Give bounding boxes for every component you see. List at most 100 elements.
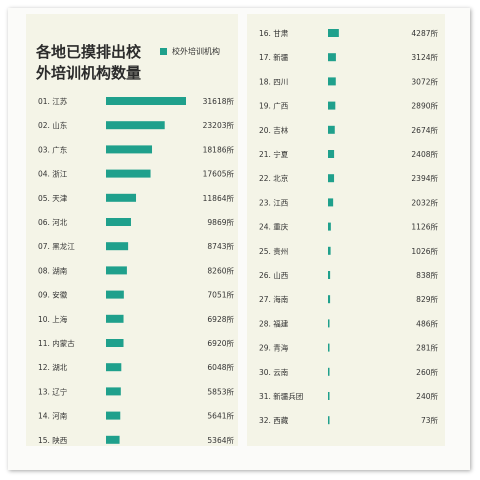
row-label: 19. 广西 bbox=[259, 101, 289, 111]
value-label: 240所 bbox=[416, 391, 438, 401]
bar bbox=[106, 193, 137, 202]
row-label: 28. 福建 bbox=[259, 318, 289, 328]
bar bbox=[328, 295, 331, 304]
value-label: 11864所 bbox=[203, 193, 235, 203]
bar bbox=[328, 222, 331, 231]
value-label: 2032所 bbox=[411, 197, 438, 207]
value-label: 6928所 bbox=[207, 314, 234, 324]
value-label: 1126所 bbox=[411, 222, 438, 232]
row-label: 30. 云南 bbox=[259, 367, 289, 377]
bar bbox=[106, 218, 131, 226]
value-label: 260所 bbox=[416, 367, 438, 377]
value-label: 6920所 bbox=[207, 338, 234, 348]
bar bbox=[328, 392, 330, 400]
value-label: 3124所 bbox=[411, 52, 438, 62]
bar bbox=[328, 77, 336, 86]
row-label: 04. 浙江 bbox=[38, 169, 68, 179]
row-label: 20. 吉林 bbox=[259, 125, 289, 135]
row-label: 10. 上海 bbox=[38, 314, 68, 324]
bar bbox=[106, 145, 153, 154]
value-label: 8743所 bbox=[207, 241, 234, 251]
row-label: 07. 黑龙江 bbox=[38, 241, 75, 251]
bar bbox=[328, 29, 339, 37]
value-label: 23203所 bbox=[203, 120, 235, 130]
value-label: 5641所 bbox=[207, 411, 234, 421]
row-label: 27. 海南 bbox=[259, 294, 289, 304]
legend-label: 校外培训机构 bbox=[172, 47, 220, 56]
left-panel bbox=[26, 14, 238, 446]
row-label: 21. 宁夏 bbox=[259, 149, 289, 159]
row-label: 31. 新疆兵团 bbox=[259, 391, 303, 401]
bar bbox=[106, 97, 186, 105]
row-label: 16. 甘肃 bbox=[259, 28, 289, 38]
bar bbox=[328, 367, 330, 376]
row-label: 26. 山西 bbox=[259, 270, 289, 280]
row-label: 17. 新疆 bbox=[259, 52, 289, 62]
value-label: 3072所 bbox=[411, 76, 438, 86]
row-label: 22. 北京 bbox=[259, 173, 289, 183]
value-label: 5853所 bbox=[207, 386, 234, 396]
value-label: 1026所 bbox=[411, 246, 438, 256]
row-label: 02. 山东 bbox=[38, 120, 68, 130]
bar bbox=[328, 319, 330, 328]
value-label: 2674所 bbox=[411, 125, 438, 135]
bar bbox=[328, 246, 331, 255]
row-label: 08. 湖南 bbox=[38, 265, 68, 275]
row-label: 12. 湖北 bbox=[38, 363, 68, 372]
bar bbox=[106, 242, 129, 251]
value-label: 829所 bbox=[416, 294, 438, 304]
value-label: 31618所 bbox=[203, 96, 235, 106]
bar bbox=[106, 387, 121, 396]
row-label: 15. 陕西 bbox=[38, 435, 68, 445]
value-label: 7051所 bbox=[207, 290, 234, 300]
bar bbox=[106, 290, 124, 299]
bar bbox=[328, 174, 335, 183]
bar bbox=[328, 150, 335, 158]
right-panel bbox=[247, 14, 445, 446]
bar bbox=[106, 363, 122, 372]
value-label: 18186所 bbox=[203, 144, 235, 154]
legend-swatch bbox=[160, 48, 167, 55]
value-label: 4287所 bbox=[411, 28, 438, 38]
row-label: 06. 河北 bbox=[38, 218, 68, 227]
value-label: 838所 bbox=[416, 270, 438, 280]
row-label: 03. 广东 bbox=[38, 144, 68, 154]
value-label: 5364所 bbox=[207, 435, 234, 445]
row-label: 25. 贵州 bbox=[259, 246, 288, 256]
bar bbox=[106, 411, 121, 420]
row-label: 29. 青海 bbox=[259, 343, 289, 353]
row-label: 13. 辽宁 bbox=[38, 386, 67, 396]
bar bbox=[106, 169, 151, 178]
row-label: 11. 内蒙古 bbox=[38, 338, 75, 348]
bar bbox=[328, 416, 330, 425]
value-label: 6048所 bbox=[207, 362, 234, 372]
value-label: 2890所 bbox=[411, 101, 438, 111]
chart-title: 各地已摸排出校外培训机构数量 bbox=[36, 43, 142, 82]
row-label: 09. 安徽 bbox=[38, 290, 68, 300]
bar bbox=[328, 101, 336, 110]
bar bbox=[106, 314, 124, 323]
bar bbox=[328, 343, 330, 352]
bar bbox=[328, 198, 334, 207]
value-label: 2394所 bbox=[411, 173, 438, 183]
row-label: 23. 江西 bbox=[259, 198, 289, 207]
value-label: 17605所 bbox=[203, 169, 235, 179]
value-label: 486所 bbox=[416, 318, 438, 328]
bar bbox=[328, 271, 331, 279]
bar bbox=[106, 266, 127, 275]
value-label: 9869所 bbox=[207, 217, 234, 227]
row-label: 32. 西藏 bbox=[259, 415, 289, 425]
value-label: 281所 bbox=[416, 343, 438, 353]
bar bbox=[328, 125, 335, 134]
value-label: 73所 bbox=[421, 415, 439, 425]
value-label: 8260所 bbox=[207, 265, 234, 275]
bar bbox=[328, 53, 336, 62]
row-label: 14. 河南 bbox=[38, 411, 68, 421]
value-label: 2408所 bbox=[411, 149, 438, 159]
bar bbox=[106, 339, 124, 347]
legend: 校外培训机构 bbox=[160, 46, 220, 57]
bar bbox=[106, 435, 120, 444]
row-label: 01. 江苏 bbox=[38, 96, 68, 106]
bar bbox=[106, 121, 165, 130]
